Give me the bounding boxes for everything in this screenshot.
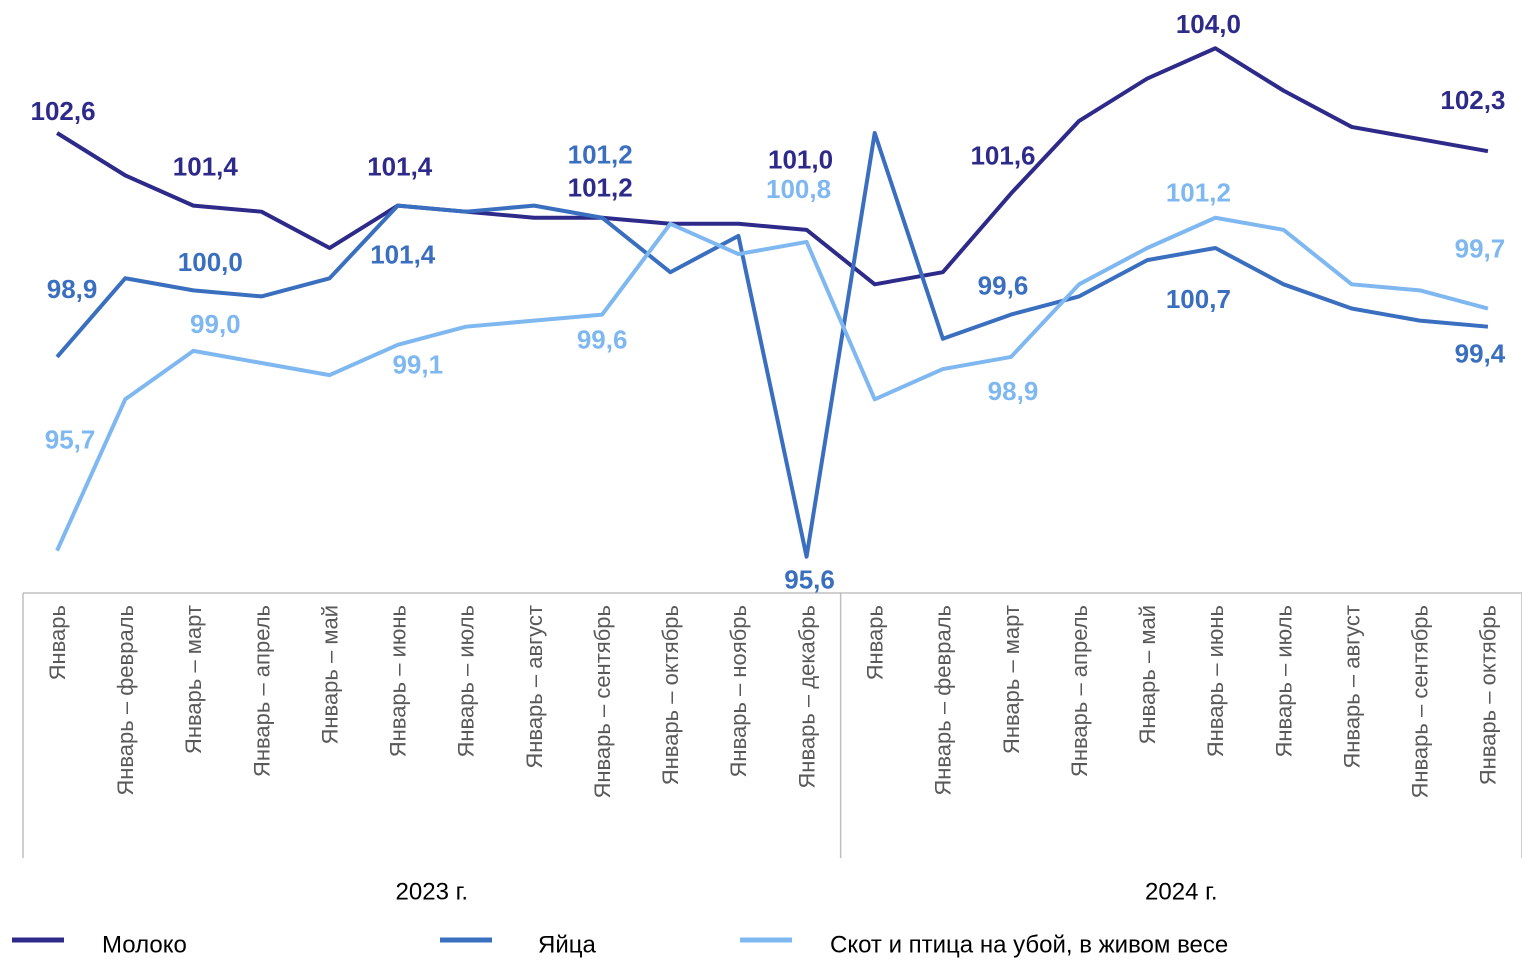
data-label: 101,0 bbox=[768, 145, 833, 175]
data-label: 104,0 bbox=[1176, 9, 1241, 39]
data-label: 99,1 bbox=[392, 350, 443, 380]
data-label: 101,2 bbox=[1166, 178, 1231, 208]
data-label: 99,4 bbox=[1455, 339, 1506, 369]
data-label: 100,8 bbox=[766, 174, 831, 204]
x-tick-label: Январь – июль bbox=[1271, 605, 1296, 757]
data-label: 99,0 bbox=[190, 309, 241, 339]
data-label: 95,7 bbox=[45, 425, 96, 455]
data-label: 99,7 bbox=[1455, 233, 1506, 263]
x-tick-label: Январь bbox=[45, 605, 70, 680]
line-series bbox=[55, 215, 1489, 552]
x-tick-label: Январь – февраль bbox=[931, 605, 956, 796]
x-tick-label: Январь – май bbox=[1135, 605, 1160, 745]
group-label: 2024 г. bbox=[1145, 878, 1218, 905]
data-label: 101,2 bbox=[568, 140, 633, 170]
x-tick-label: Январь – март bbox=[181, 605, 206, 754]
data-label: 99,6 bbox=[978, 270, 1029, 300]
x-tick-label: Январь – октябрь bbox=[658, 605, 683, 785]
x-tick-label: Январь – сентябрь bbox=[1408, 605, 1433, 799]
group-label: 2023 г. bbox=[396, 878, 469, 905]
data-label: 102,3 bbox=[1440, 85, 1505, 115]
data-label: 101,2 bbox=[568, 173, 633, 203]
x-tick-label: Январь – декабрь bbox=[794, 605, 819, 789]
data-label: 101,4 bbox=[367, 152, 433, 182]
data-label: 100,0 bbox=[178, 247, 243, 277]
x-tick-label: Январь – февраль bbox=[113, 605, 138, 796]
x-tick-label: Январь – апрель bbox=[1067, 605, 1092, 777]
data-label: 101,4 bbox=[173, 152, 239, 182]
x-tick-label: Январь – май bbox=[317, 605, 342, 745]
x-tick-label: Январь – сентябрь bbox=[590, 605, 615, 799]
data-label: 99,6 bbox=[577, 324, 628, 354]
legend-label: Скот и птица на убой, в живом весе bbox=[830, 931, 1228, 958]
line-series bbox=[56, 46, 1489, 287]
data-label: 101,4 bbox=[370, 240, 436, 270]
x-tick-label: Январь – июнь bbox=[1203, 605, 1228, 757]
data-label: 102,6 bbox=[31, 96, 96, 126]
x-tick-label: Январь – март bbox=[999, 605, 1024, 754]
x-tick-label: Январь bbox=[863, 605, 888, 680]
data-label: 98,9 bbox=[47, 274, 98, 304]
x-tick-label: Январь – июль bbox=[454, 605, 479, 757]
data-label: 98,9 bbox=[988, 376, 1039, 406]
data-label: 95,6 bbox=[784, 565, 835, 595]
legend-label: Молоко bbox=[102, 931, 187, 958]
data-label: 100,7 bbox=[1166, 284, 1231, 314]
x-tick-label: Январь – октябрь bbox=[1476, 605, 1501, 785]
x-tick-label: Январь – июнь bbox=[386, 605, 411, 757]
data-label: 101,6 bbox=[970, 140, 1035, 170]
x-tick-label: Январь – ноябрь bbox=[726, 605, 751, 777]
x-tick-label: Январь – август bbox=[522, 605, 547, 769]
line-series bbox=[55, 131, 1489, 559]
legend-label: Яйца bbox=[538, 931, 596, 958]
x-tick-label: Январь – апрель bbox=[249, 605, 274, 777]
x-tick-label: Январь – август bbox=[1339, 605, 1364, 769]
